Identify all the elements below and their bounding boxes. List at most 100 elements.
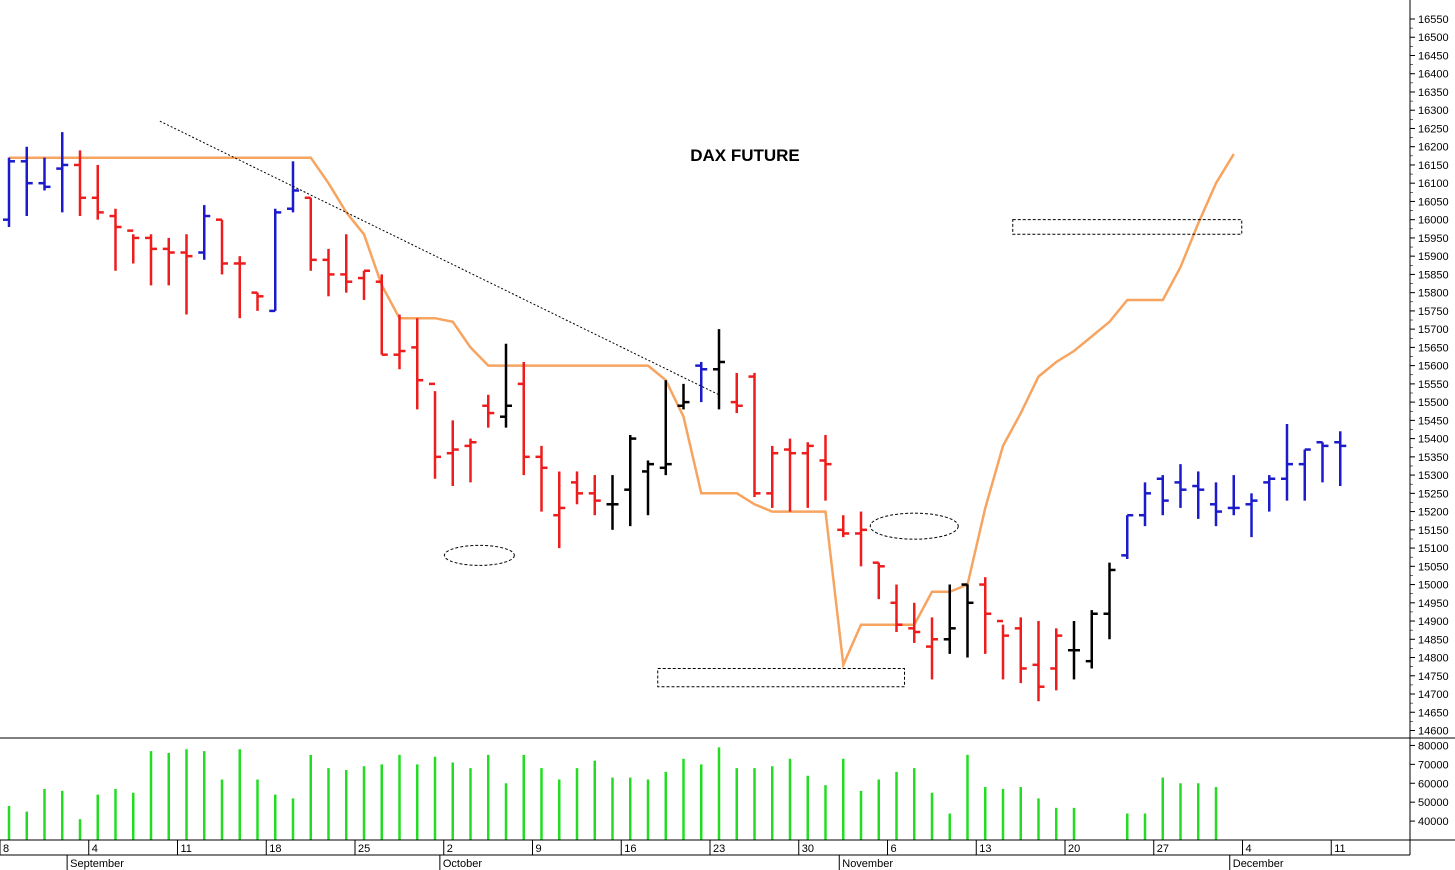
price-tick-label: 16500: [1418, 32, 1449, 44]
ohlc-bar: [571, 471, 583, 505]
volume-tick-label: 80000: [1418, 740, 1449, 752]
ohlc-bar: [748, 372, 761, 497]
price-tick-label: 15500: [1418, 397, 1449, 409]
volume-tick-label: 50000: [1418, 797, 1449, 809]
ohlc-bar: [1263, 475, 1276, 512]
volume-tick-label: 60000: [1418, 778, 1449, 790]
ohlc-bar: [517, 361, 530, 476]
price-tick-label: 16400: [1418, 69, 1449, 81]
ohlc-bar: [695, 361, 708, 403]
date-tick-label: 11: [181, 843, 192, 855]
ohlc-bar: [446, 420, 459, 487]
date-tick-label: 30: [802, 843, 814, 855]
date-tick-label: 13: [979, 843, 991, 855]
ohlc-bar: [1139, 482, 1151, 527]
ohlc-bar: [198, 205, 211, 260]
month-label: October: [443, 858, 482, 870]
ohlc-bar: [908, 602, 921, 643]
price-tick-label: 15150: [1418, 525, 1449, 537]
ohlc-bar: [1210, 482, 1222, 527]
ohlc-bar: [20, 146, 33, 217]
price-tick-label: 14750: [1418, 671, 1449, 683]
price-tick-label: 15850: [1418, 269, 1449, 281]
ohlc-bar: [553, 471, 566, 549]
ohlc-bar: [606, 475, 619, 530]
ohlc-bar: [1227, 475, 1240, 516]
ohlc-bar: [1298, 448, 1311, 501]
price-tick-label: 16000: [1418, 215, 1449, 227]
ohlc-bar: [713, 329, 725, 410]
ohlc-bar: [872, 561, 885, 600]
price-tick-label: 15600: [1418, 361, 1449, 373]
price-tick-label: 15550: [1418, 379, 1449, 391]
ohlc-bar: [730, 372, 743, 414]
price-tick-label: 15650: [1418, 342, 1449, 354]
price-tick-label: 16100: [1418, 178, 1449, 190]
ohlc-bar: [890, 584, 903, 632]
ohlc-bar: [855, 511, 867, 567]
ohlc-bar: [1032, 621, 1045, 702]
ohlc-bar: [677, 383, 690, 410]
date-tick-label: 20: [1068, 843, 1080, 855]
price-tick-label: 16300: [1418, 105, 1449, 117]
volume-bars: [7, 747, 1218, 840]
month-label: September: [70, 858, 124, 870]
date-tick-label: 2: [447, 843, 453, 855]
price-tick-label: 16200: [1418, 142, 1449, 154]
moving-average-line: [9, 153, 1235, 670]
ohlc-bar: [216, 218, 228, 275]
ohlc-bar: [1316, 441, 1329, 483]
price-tick-label: 15750: [1418, 306, 1449, 318]
moving-average-polyline: [9, 153, 1235, 670]
support-zone-rect: [657, 667, 905, 688]
date-tick-label: 8: [3, 843, 9, 855]
ohlc-bar: [269, 208, 282, 313]
ohlc-bar: [482, 394, 495, 428]
ohlc-bar: [926, 617, 938, 680]
ohlc-bar: [1121, 513, 1134, 560]
ohlc-bar: [429, 382, 441, 479]
price-tick-label: 15800: [1418, 288, 1449, 300]
date-tick-label: 27: [1157, 843, 1169, 855]
ohlc-bar: [500, 343, 512, 428]
price-tick-label: 15900: [1418, 251, 1449, 263]
price-tick-label: 15450: [1418, 415, 1449, 427]
price-tick-label: 16150: [1418, 160, 1449, 172]
ohlc-bar: [304, 196, 317, 271]
ohlc-bar: [340, 234, 353, 293]
ohlc-bar: [1014, 617, 1027, 684]
ohlc-bar: [358, 269, 370, 300]
ohlc-bar: [997, 619, 1009, 680]
price-tick-label: 15000: [1418, 580, 1449, 592]
price-tick-label: 15300: [1418, 470, 1449, 482]
ohlc-bar: [1068, 621, 1080, 680]
ohlc-bar: [1050, 628, 1063, 691]
ohlc-bar: [180, 234, 193, 315]
ohlc-bar: [1085, 610, 1098, 669]
ohlc-bar: [109, 208, 122, 271]
ohlc-bar: [819, 434, 832, 501]
date-tick-label: 18: [269, 843, 281, 855]
price-tick-label: 14850: [1418, 634, 1449, 646]
price-tick-label: 15700: [1418, 324, 1449, 336]
ohlc-bar: [624, 434, 637, 527]
date-tick-label: 23: [713, 843, 725, 855]
date-tick-label: 4: [92, 843, 98, 855]
date-tick-label: 4: [1246, 843, 1252, 855]
price-tick-label: 14900: [1418, 616, 1449, 628]
ohlc-bar: [145, 234, 157, 286]
ohlc-bar: [766, 445, 779, 508]
price-tick-label: 15200: [1418, 507, 1449, 519]
price-bars: [3, 132, 1347, 702]
ohlc-bar: [837, 515, 850, 538]
ohlc-bar: [961, 583, 974, 658]
resistance-zone-rect: [1012, 219, 1243, 235]
price-tick-label: 16050: [1418, 196, 1449, 208]
chart-title: DAX FUTURE: [690, 146, 800, 165]
ohlc-bar: [56, 132, 69, 213]
price-tick-label: 15400: [1418, 434, 1449, 446]
ohlc-bar: [162, 237, 175, 286]
ohlc-bar: [251, 291, 264, 311]
